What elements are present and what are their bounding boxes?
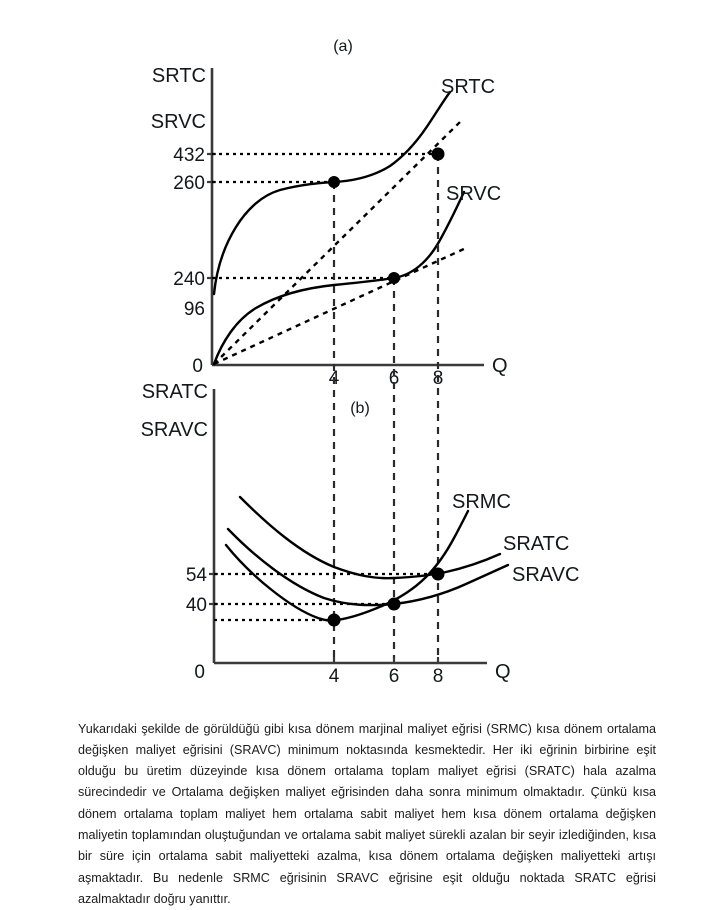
panel-b-xtick-6: 6 xyxy=(389,666,400,687)
panel-a-marker-srtc-q4 xyxy=(328,176,340,188)
panel-b-marker-srmc-sratc-q8 xyxy=(431,567,445,581)
panel-a-title: (a) xyxy=(333,38,353,55)
panel-b-curve-label-sravc: SRAVC xyxy=(512,564,579,586)
panel-a-ytick-260: 260 xyxy=(173,173,205,194)
panel-a-ray-srtc xyxy=(213,121,461,365)
panel-b-curve-label-sratc: SRATC xyxy=(503,533,569,555)
explanation-paragraph: Yukarıdaki şekilde de görüldüğü gibi kıs… xyxy=(78,721,656,906)
panel-a-xaxis-label: Q xyxy=(492,355,508,377)
panel-b-sratc-curve xyxy=(238,495,502,580)
panel-b-yaxis-label-sravc: SRAVC xyxy=(141,419,208,441)
panel-a-ytick-240: 240 xyxy=(173,269,205,290)
panel-a-yaxis-label-srtc: SRTC xyxy=(152,65,206,87)
panel-a: (a) SRTC SRVC 0 Q 432 260 240 96 4 6 8 xyxy=(151,38,508,658)
panel-b-marker-srmc-sravc-q6 xyxy=(387,597,401,611)
panel-a-ray-srvc xyxy=(213,246,467,366)
panel-b-title: (b) xyxy=(350,400,370,417)
panel-b-xtick-8: 8 xyxy=(433,666,444,687)
panel-b-xaxis-label: Q xyxy=(495,661,511,683)
panel-a-origin-label: 0 xyxy=(192,356,203,377)
cost-curves-figure: (a) SRTC SRVC 0 Q 432 260 240 96 4 6 8 xyxy=(141,38,580,687)
panel-a-curve-label-srvc: SRVC xyxy=(446,183,501,205)
panel-b-yaxis-label-sratc: SRATC xyxy=(142,381,208,403)
panel-b-curve-label-srmc: SRMC xyxy=(452,491,511,513)
panel-a-xtick-6: 6 xyxy=(389,368,400,389)
panel-a-ytick-432: 432 xyxy=(173,145,205,166)
panel-a-marker-srtc-q8 xyxy=(431,147,445,161)
panel-b-marker-srmc-min-q4 xyxy=(327,613,341,627)
panel-a-srvc-curve xyxy=(212,190,466,366)
panel-b-origin-label: 0 xyxy=(194,662,205,683)
panel-a-marker-srvc-q6 xyxy=(388,272,400,284)
figure-container: (a) SRTC SRVC 0 Q 432 260 240 96 4 6 8 xyxy=(141,38,580,687)
panel-a-curve-label-srtc: SRTC xyxy=(441,76,495,98)
panel-b: (b) SRATC SRAVC 0 Q 54 40 4 6 8 xyxy=(141,381,580,687)
panel-b-ytick-40: 40 xyxy=(186,595,207,616)
panel-a-ytick-96: 96 xyxy=(184,299,205,320)
panel-a-yaxis-label-srvc: SRVC xyxy=(151,111,206,133)
panel-a-srtc-curve xyxy=(212,90,452,296)
panel-b-ytick-54: 54 xyxy=(186,565,208,586)
panel-b-xtick-4: 4 xyxy=(329,666,340,687)
panel-b-srmc-curve xyxy=(224,509,470,622)
